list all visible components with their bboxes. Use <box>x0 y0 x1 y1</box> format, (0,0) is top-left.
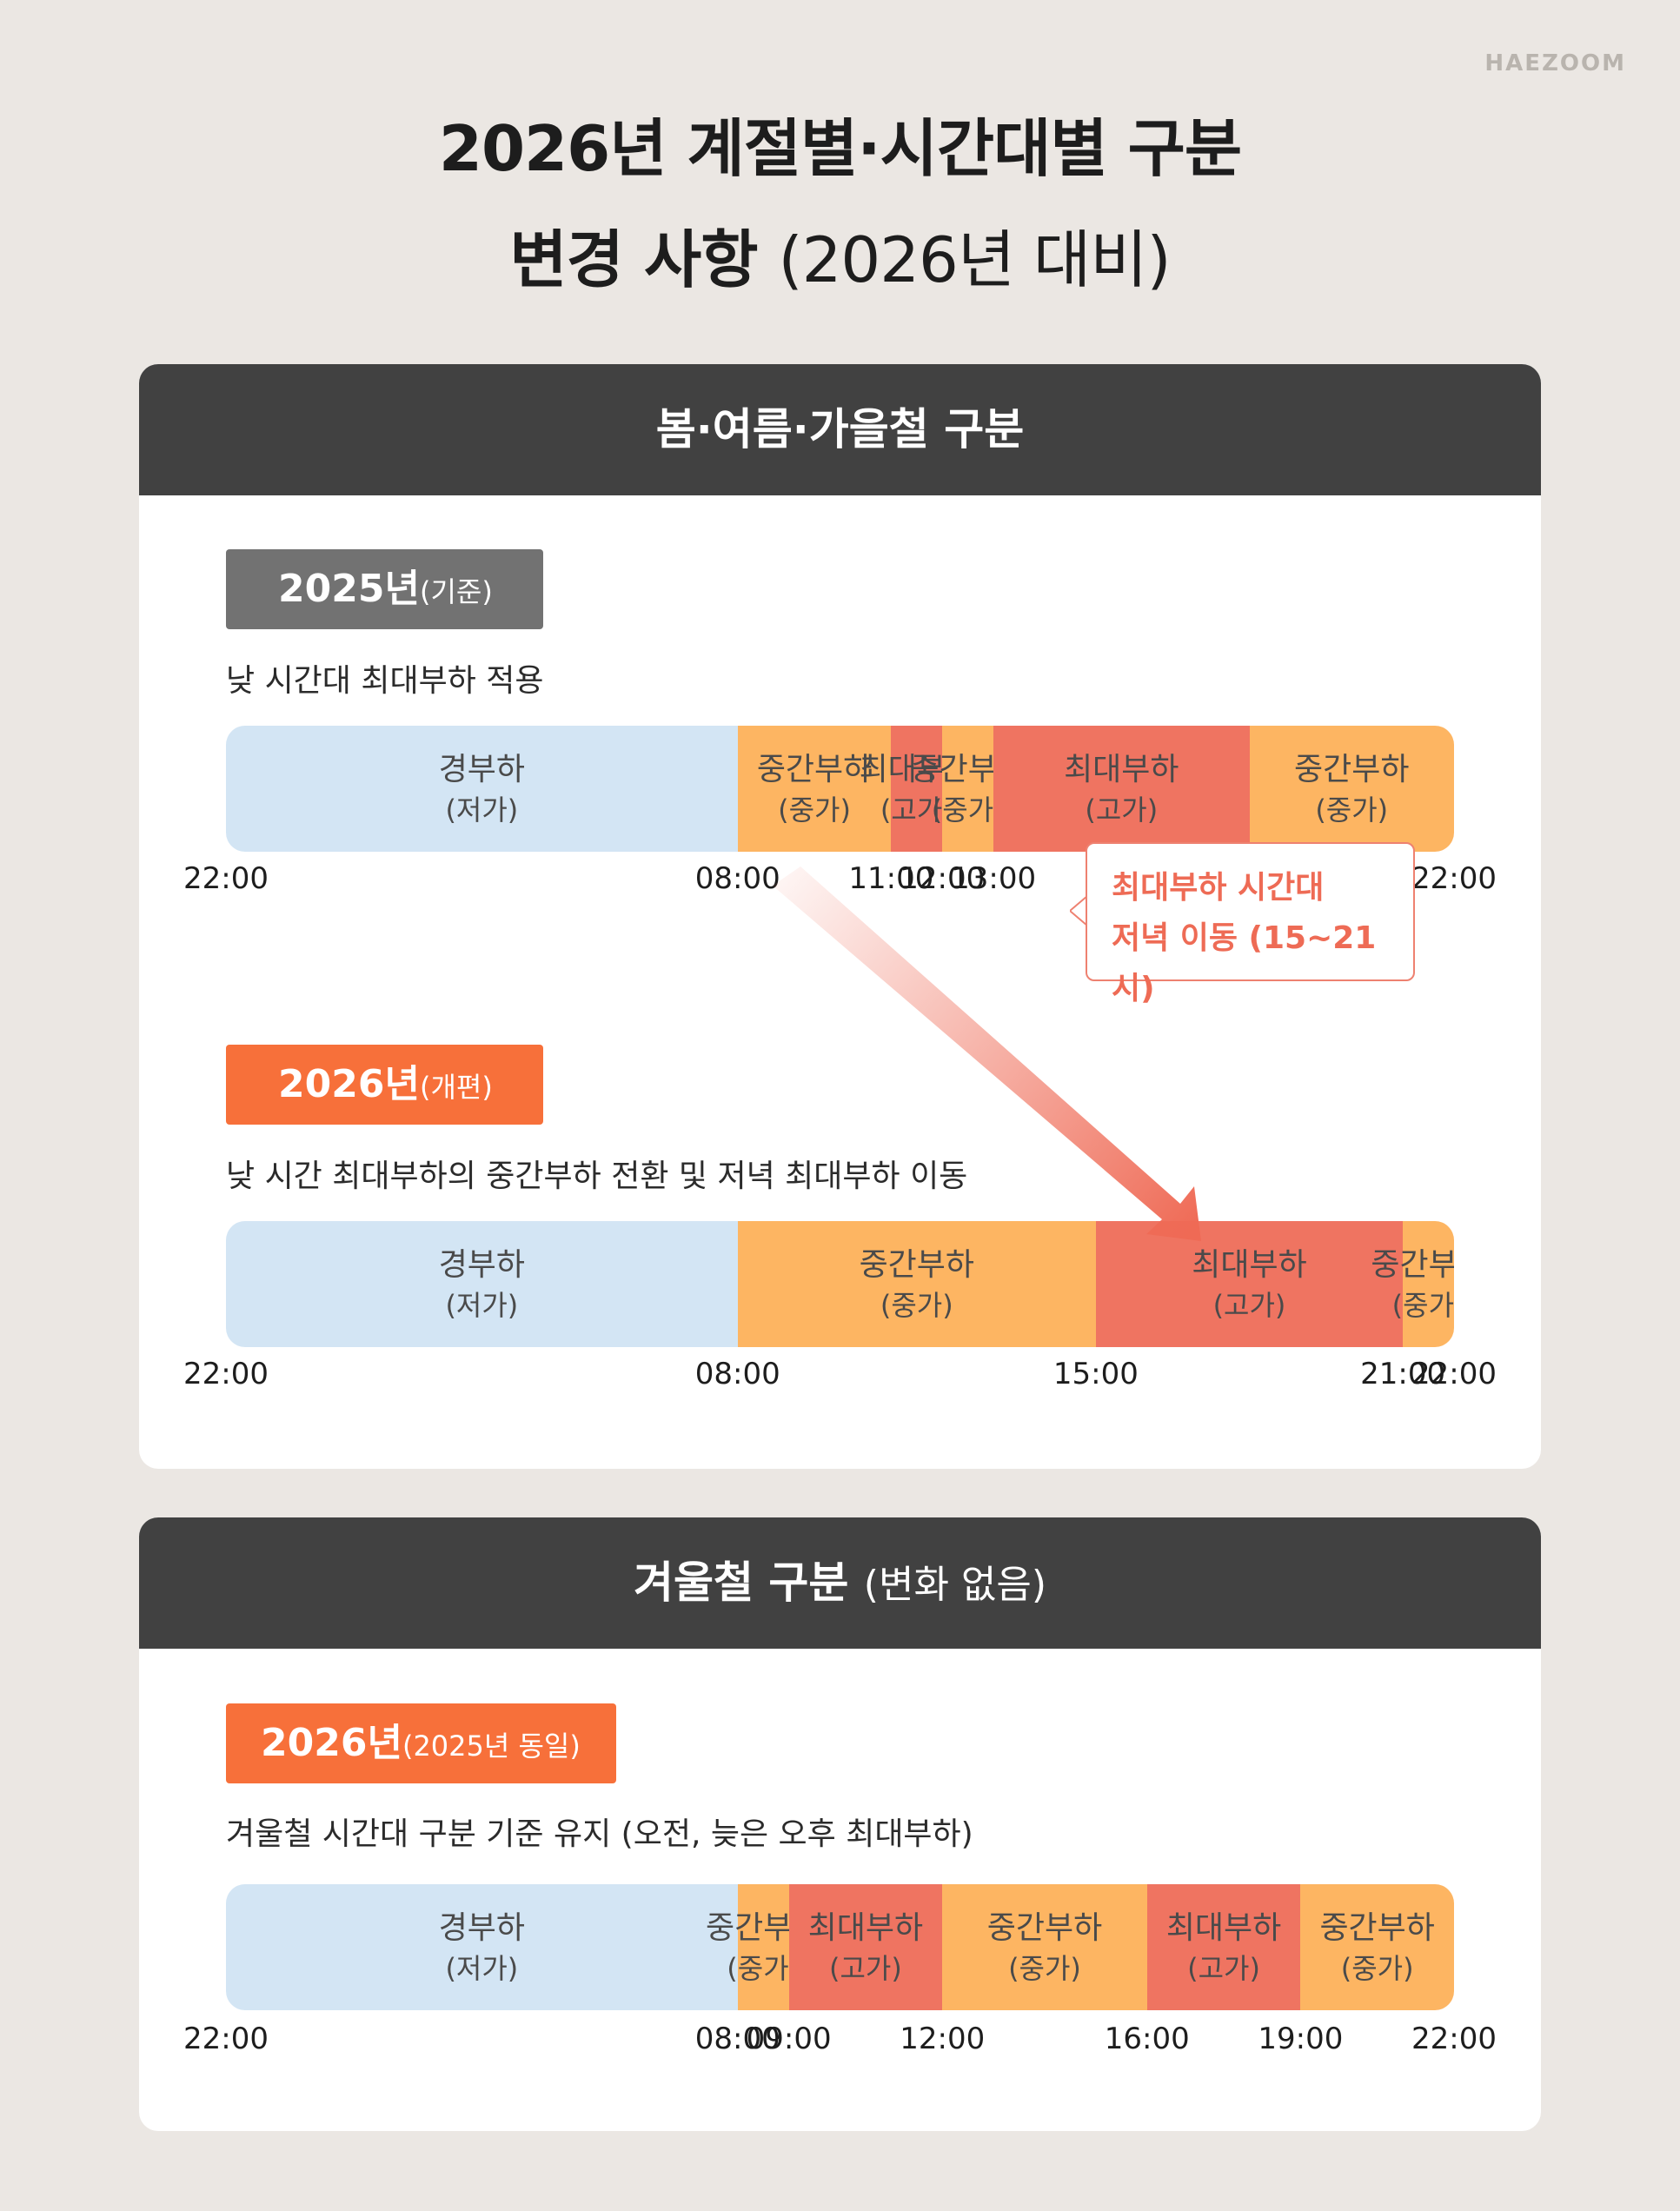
time-tick: 12:00 <box>900 861 986 896</box>
tag-winter-sub: (2025년 동일) <box>402 1730 581 1763</box>
segment-price: (저가) <box>445 793 519 827</box>
time-tick: 11:00 <box>848 861 934 896</box>
time-tick: 08:00 <box>694 1357 780 1391</box>
segment-price: (중가) <box>1315 793 1389 827</box>
time-tick: 08:00 <box>694 2022 780 2056</box>
page-subtitle: 변경 사항 (2026년 대비) <box>0 209 1680 300</box>
timeline-bar-winter: 경부하 (저가) 중간부하 (중가) 최대부하 (고가) 중간부하 (중가) 최대부하 (고가) 중… <box>226 1884 1454 2010</box>
segment-label: 중간부하 <box>986 1909 1103 1946</box>
timeline-bar-2026: 경부하 (저가) 중간부하 (중가) 최대부하 (고가) 중간부하 (중가) <box>226 1221 1454 1347</box>
segment-mid: 중간부하 (중가) <box>1371 1221 1454 1347</box>
segment-price: (중가) <box>1340 1951 1414 1985</box>
time-tick: 22:00 <box>1411 2022 1497 2056</box>
segment-price: (고가) <box>1212 1288 1286 1322</box>
segment-label: 최대부하 <box>1192 1246 1307 1283</box>
page-title: 2026년 계절별·시간대별 구분 <box>438 112 1242 185</box>
segment-price: (중가) <box>931 793 1005 827</box>
shift-arrow-icon <box>773 866 1201 1241</box>
subtitle-sub: (2026년 대비) <box>778 223 1172 296</box>
time-tick: 22:00 <box>183 861 269 896</box>
segment-price: (중가) <box>727 1951 800 1985</box>
time-tick: 15:00 <box>1052 1357 1139 1391</box>
ssf-card-header: 봄·여름·가을철 구분 <box>139 364 1541 495</box>
segment-price: (중가) <box>778 793 851 827</box>
desc-2026: 낮 시간 최대부하의 중간부하 전환 및 저녁 최대부하 이동 <box>226 1159 968 1194</box>
time-tick: 22:00 <box>183 2022 269 2056</box>
tag-2025-main: 2025년 <box>278 567 420 611</box>
segment-label: 최대부하 <box>1064 751 1179 787</box>
segment-label: 최대부하 <box>807 1909 924 1946</box>
time-tick: 19:00 <box>1258 2022 1344 2056</box>
desc-winter: 겨울철 시간대 구분 기준 유지 (오전, 늦은 오후 최대부하) <box>226 1816 973 1852</box>
tag-2026-sub: (개편) <box>419 1071 493 1104</box>
segment-peak: 최대부하 (고가) <box>1146 1884 1301 2010</box>
time-tick: 16:00 <box>1104 2022 1190 2056</box>
tag-2025-sub: (기준) <box>419 575 493 608</box>
time-tick: 13:00 <box>951 861 1037 896</box>
winter-header-sub: (변화 없음) <box>863 1563 1047 1607</box>
segment-price: (중가) <box>1391 1288 1454 1322</box>
peak-shift-callout: 최대부하 시간대 저녁 이동 (15~21시) <box>1086 842 1415 1006</box>
segment-label: 중간부하 <box>1294 751 1410 787</box>
time-tick: 21:00 <box>1360 1357 1446 1391</box>
tag-2026-main: 2026년 <box>278 1062 420 1106</box>
tag-2025: 2025년(기준) <box>226 549 543 629</box>
segment-price: (고가) <box>1187 1951 1260 1985</box>
time-tick: 22:00 <box>1411 1357 1497 1391</box>
segment-low: 경부하 (저가) <box>226 1221 738 1347</box>
segment-low: 경부하 (저가) <box>226 1884 738 2010</box>
subtitle-main: 변경 사항 <box>509 223 758 296</box>
segment-peak: 최대부하 (고가) <box>1095 1221 1404 1347</box>
tag-winter-main: 2026년 <box>261 1721 402 1765</box>
tag-winter: 2026년(2025년 동일) <box>226 1703 616 1783</box>
segment-price: (고가) <box>1085 793 1159 827</box>
segment-low: 경부하 (저가) <box>226 726 738 852</box>
segment-price: (중가) <box>1008 1951 1081 1985</box>
winter-header-main: 겨울철 구분 <box>633 1557 849 1608</box>
segment-mid: 중간부하(중가) <box>706 1884 820 2010</box>
segment-mid: 중간부하 (중가) <box>737 1221 1096 1347</box>
segment-peak: 최대부하 (고가) <box>993 726 1250 852</box>
segment-price: (저가) <box>445 1288 519 1322</box>
segment-label: 경부하 <box>438 1246 526 1283</box>
segment-price: (중가) <box>880 1288 953 1322</box>
tag-2026: 2026년(개편) <box>226 1045 543 1125</box>
segment-mid: 중간부하 (중가) <box>1249 726 1454 852</box>
segment-label: 최대부하 <box>1165 1909 1282 1946</box>
winter-card-header: 겨울철 구분 (변화 없음) <box>139 1517 1541 1649</box>
segment-label: 중간부하 <box>1371 1246 1454 1283</box>
segment-label: 중간부하 <box>859 1246 975 1283</box>
time-tick: 09:00 <box>746 2022 832 2056</box>
time-tick: 22:00 <box>183 1357 269 1391</box>
segment-price: (고가) <box>829 1951 902 1985</box>
timeline-bar-2025: 경부하 (저가) 중간부하 (중가) 최대부하 (고가) 중간부하 (중가) 최대부하 (고가) 중… <box>226 726 1454 852</box>
segment-label: 중간부하 <box>1319 1909 1435 1946</box>
segment-label: 중간부하 <box>756 751 873 787</box>
segment-label: 경부하 <box>438 1909 526 1946</box>
time-tick: 08:00 <box>694 861 780 896</box>
ssf-card: 봄·여름·가을철 구분 2025년(기준) 낮 시간대 최대부하 적용 경부하 (… <box>139 364 1541 1469</box>
time-tick: 22:00 <box>1411 861 1497 896</box>
brand-logo: HAEZOOM <box>1484 50 1626 76</box>
segment-mid: 중간부하 (중가) <box>942 1884 1147 2010</box>
segment-price: (저가) <box>445 1951 519 1985</box>
segment-label: 경부하 <box>438 751 526 787</box>
winter-card: 겨울철 구분 (변화 없음) 2026년(2025년 동일) 겨울철 시간대 구… <box>139 1517 1541 2131</box>
segment-mid: 중간부하 (중가) <box>1300 1884 1454 2010</box>
segment-mid: 중간부하 (중가) <box>737 726 892 852</box>
time-tick: 12:00 <box>900 2022 986 2056</box>
callout-line1: 최대부하 시간대 <box>1112 870 1325 906</box>
callout-line2: 저녁 이동 (15~21시) <box>1112 920 1377 1006</box>
segment-price: (고가) <box>880 793 953 827</box>
desc-2025: 낮 시간대 최대부하 적용 <box>226 663 544 699</box>
segment-peak: 최대부하 (고가) <box>788 1884 943 2010</box>
